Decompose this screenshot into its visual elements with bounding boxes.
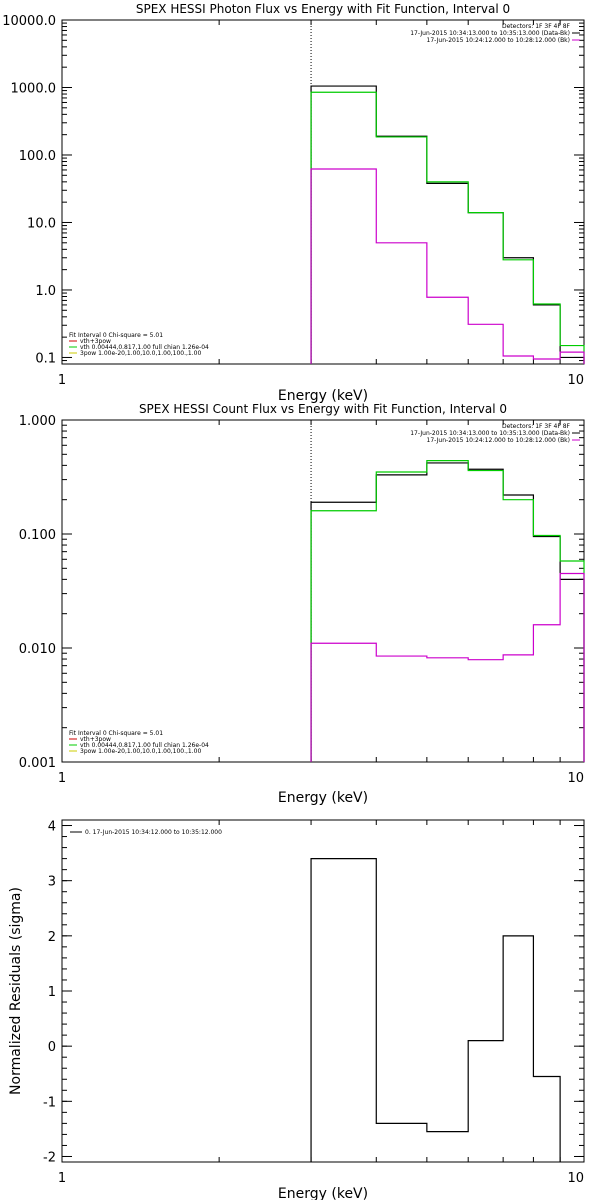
plot-frame (61, 819, 585, 1163)
fit-legend-label: 3pow 1.00e-20,1.00,10.0,1.00,100.,1.00 (80, 748, 201, 755)
series-3-histogram (310, 168, 585, 364)
series-1-histogram (310, 858, 561, 1162)
y-axis-label: Normalized Residuals (sigma) (8, 887, 24, 1095)
x-tick-label: 1 (58, 1171, 66, 1186)
x-axis-label: Energy (keV) (278, 1186, 368, 1200)
y-tick-label: 10.0 (27, 216, 56, 231)
y-tick-label: 0.010 (19, 642, 56, 657)
chart-panel-3: Energy (keV) Normalized Residuals (sigma)… (8, 819, 585, 1200)
x-tick-label: 10 (567, 771, 584, 786)
y-tick-label: 2 (48, 930, 56, 945)
y-tick-label: 0.001 (19, 756, 56, 771)
chart-panel-1: SPEX HESSI Photon Flux vs Energy with Fi… (2, 2, 585, 404)
chart-title: SPEX HESSI Photon Flux vs Energy with Fi… (136, 2, 510, 16)
y-tick-label: 10000.0 (2, 14, 56, 29)
legend-entry-label: 17-Jun-2015 10:24:12.000 to 10:28:12.000… (427, 37, 570, 44)
x-tick-label: 10 (567, 373, 584, 388)
series-1-histogram (310, 462, 585, 762)
fit-legend-label: vth 0.00444,0.817,1.00 full chian 1.26e-… (80, 344, 209, 351)
y-tick-label: 4 (48, 820, 56, 835)
fit-legend-label: 3pow 1.00e-20,1.00,10.0,1.00,100.,1.00 (80, 350, 201, 357)
x-axis-label: Energy (keV) (278, 790, 368, 806)
fit-legend-header: Fit Interval 0 Chi-square = 5.01 (69, 730, 163, 737)
y-tick-label: -1 (43, 1095, 56, 1110)
chart-title: SPEX HESSI Count Flux vs Energy with Fit… (139, 402, 507, 416)
legend-header: Detectors: 1F 3F 4F 8F (502, 23, 571, 30)
y-tick-label: 1.0 (35, 284, 56, 299)
legend-entry-label: 17-Jun-2015 10:34:13.000 to 10:35:13.000… (410, 30, 570, 37)
x-tick-label: 1 (58, 373, 66, 388)
plot-frame (61, 19, 585, 365)
y-tick-label: 1.000 (19, 414, 56, 429)
x-axis-label: Energy (keV) (278, 388, 368, 404)
x-tick-label: 1 (58, 771, 66, 786)
chart-panel-2: SPEX HESSI Count Flux vs Energy with Fit… (19, 402, 585, 806)
y-tick-label: 3 (48, 875, 56, 890)
legend-entry-label: 17-Jun-2015 10:34:13.000 to 10:35:13.000… (410, 430, 570, 437)
y-tick-label: 0 (48, 1040, 56, 1055)
y-tick-label: 1000.0 (11, 81, 57, 96)
fit-legend-label: vth+3pow (80, 338, 111, 345)
fit-legend-label: vth+3pow (80, 736, 111, 743)
y-tick-label: -2 (43, 1150, 56, 1165)
x-tick-label: 10 (567, 1171, 584, 1186)
fit-legend-header: Fit Interval 0 Chi-square = 5.01 (69, 332, 163, 339)
series-1-histogram (310, 85, 585, 364)
y-tick-label: 0.100 (19, 528, 56, 543)
y-tick-label: 0.1 (35, 351, 56, 366)
series-2-histogram (310, 91, 585, 364)
y-tick-label: 1 (48, 985, 56, 1000)
series-2-histogram (310, 460, 585, 762)
fit-legend-label: vth 0.00444,0.817,1.00 full chian 1.26e-… (80, 742, 209, 749)
legend-header: Detectors: 1F 3F 4F 8F (502, 423, 571, 430)
legend-entry-label: 17-Jun-2015 10:24:12.000 to 10:28:12.000… (427, 437, 570, 444)
plot-frame (61, 419, 585, 763)
y-tick-label: 100.0 (19, 149, 56, 164)
legend-entry-label: 0. 17-Jun-2015 10:34:12.000 to 10:35:12.… (85, 829, 222, 836)
series-3-histogram (310, 572, 585, 762)
